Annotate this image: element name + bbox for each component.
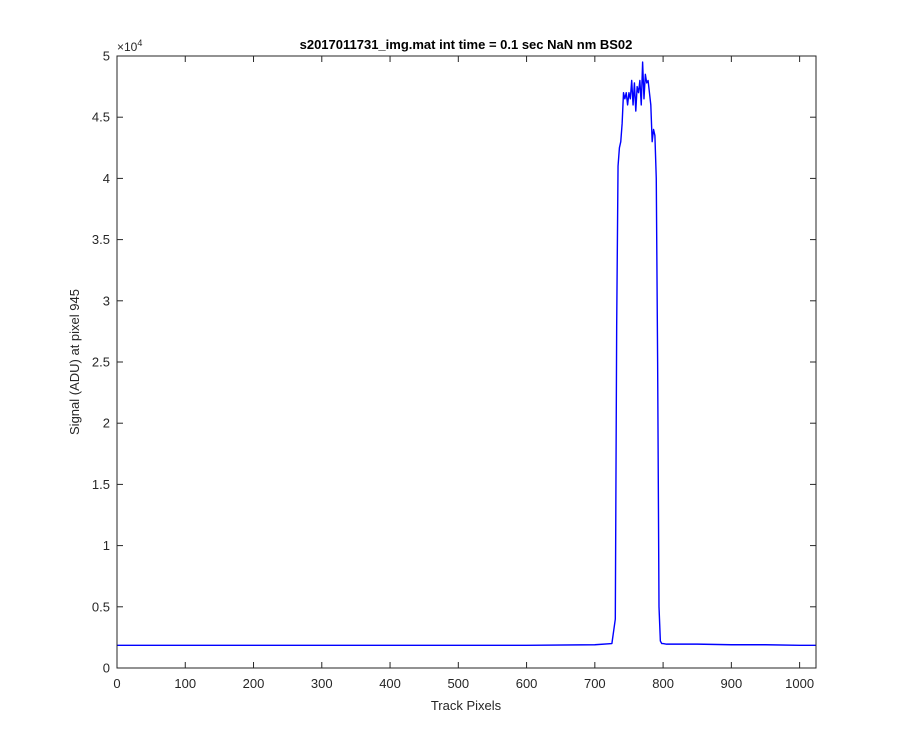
plot-area — [117, 56, 816, 668]
x-tick-label: 800 — [652, 676, 674, 691]
x-tick-label: 400 — [379, 676, 401, 691]
y-exponent-power: 4 — [137, 38, 142, 48]
series-line — [117, 61, 816, 647]
x-tick-label: 900 — [721, 676, 743, 691]
series-layer — [117, 61, 816, 647]
y-tick-label: 0 — [103, 661, 110, 676]
y-tick-label: 4.5 — [92, 110, 110, 125]
y-tick-label: 0.5 — [92, 599, 110, 614]
x-ticks: 0 100 200 300 400 500 600 700 800 900 1000 — [113, 56, 814, 691]
x-tick-label: 100 — [174, 676, 196, 691]
y-exponent-base: ×10 — [117, 40, 138, 54]
y-tick-label: 3 — [103, 293, 110, 308]
y-tick-label: 2.5 — [92, 355, 110, 370]
x-tick-label: 700 — [584, 676, 606, 691]
y-tick-label: 3.5 — [92, 232, 110, 247]
y-tick-label: 5 — [103, 49, 110, 64]
chart-title: s2017011731_img.mat int time = 0.1 sec N… — [300, 37, 633, 52]
x-axis-label: Track Pixels — [431, 698, 502, 713]
y-axis-label: Signal (ADU) at pixel 945 — [67, 289, 82, 435]
y-tick-label: 1.5 — [92, 477, 110, 492]
y-tick-label: 4 — [103, 171, 110, 186]
y-exponent: ×104 — [117, 38, 142, 54]
x-tick-label: 200 — [243, 676, 265, 691]
x-tick-label: 300 — [311, 676, 333, 691]
x-tick-label: 1000 — [785, 676, 814, 691]
x-tick-label: 600 — [516, 676, 538, 691]
y-tick-label: 2 — [103, 416, 110, 431]
y-ticks: 0 0.5 1 1.5 2 2.5 3 3.5 4 4.5 5 — [92, 49, 816, 676]
x-tick-label: 500 — [447, 676, 469, 691]
y-tick-label: 1 — [103, 538, 110, 553]
x-tick-label: 0 — [113, 676, 120, 691]
